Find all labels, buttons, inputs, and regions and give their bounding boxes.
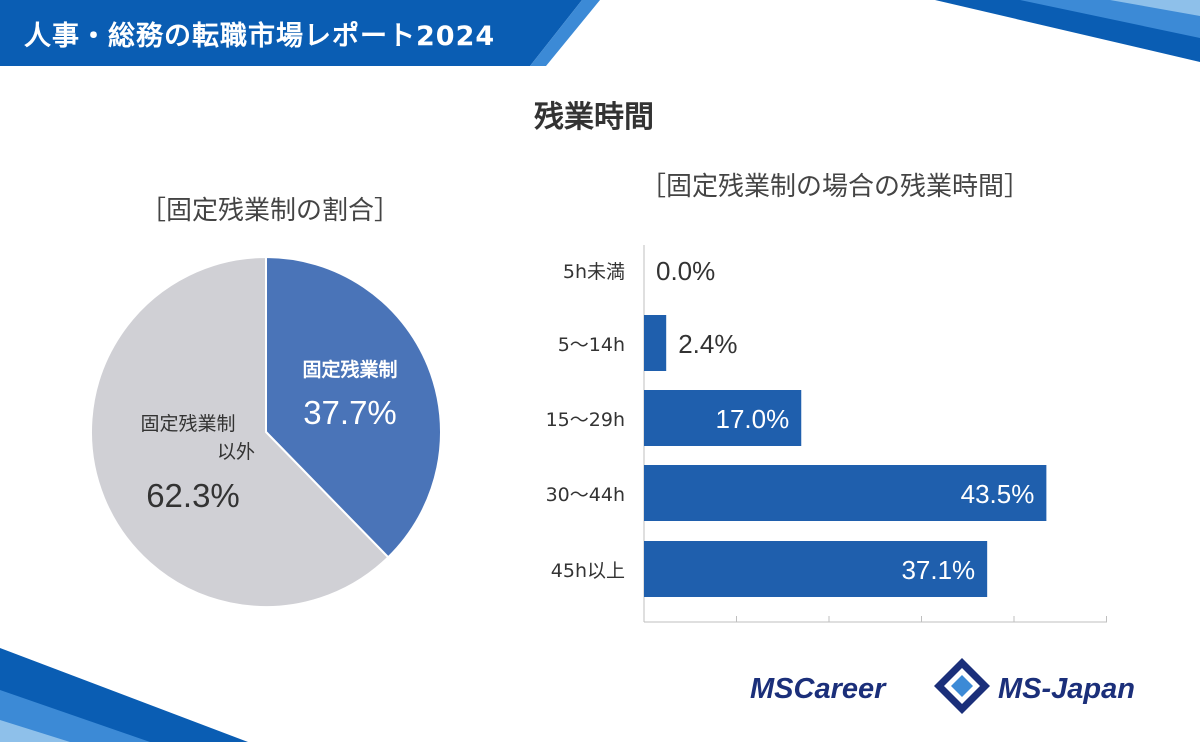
pie-slice xyxy=(90,255,390,608)
pie-slice-value: 37.7% xyxy=(303,394,397,431)
bar xyxy=(644,315,667,371)
bar-category-label: 30～44h xyxy=(546,484,625,506)
bar-chart-title: ［固定残業制の場合の残業時間］ xyxy=(639,172,1030,202)
pie-slice-value: 62.3% xyxy=(146,477,240,514)
header-accent-stripe xyxy=(530,0,600,66)
section-title: 残業時間 xyxy=(534,100,654,135)
report-title: 人事・総務の転職市場レポート2024 xyxy=(24,21,496,52)
pie-slice-label: 固定残業制 xyxy=(302,358,397,381)
bottom-left-stripe-3 xyxy=(0,720,70,742)
bar-category-label: 5h未満 xyxy=(563,261,625,283)
bar xyxy=(644,390,802,446)
bar-category-label: 45h以上 xyxy=(551,560,625,582)
bar-value-label: 17.0% xyxy=(716,404,790,434)
ms-japan-diamond-icon xyxy=(934,658,990,714)
top-right-stripe-3 xyxy=(1110,0,1200,16)
top-right-stripe-2 xyxy=(1020,0,1200,38)
bar xyxy=(644,541,988,597)
mscareer-logo-text: MSCareer xyxy=(750,673,887,705)
bar-value-label: 2.4% xyxy=(678,329,737,359)
bar-value-label: 0.0% xyxy=(656,256,715,286)
bar-category-label: 5～14h xyxy=(558,334,625,356)
bar xyxy=(644,465,1047,521)
bar-category-label: 15～29h xyxy=(546,409,625,431)
bottom-left-stripe-2 xyxy=(0,690,150,742)
brand-logos: MSCareer MS-Japan xyxy=(750,658,1135,714)
pie-chart-title: ［固定残業制の割合］ xyxy=(139,196,400,226)
bar-value-label: 37.1% xyxy=(901,555,975,585)
pie-slice-label: 固定残業制以外 xyxy=(140,413,255,463)
bar-value-label: 43.5% xyxy=(961,479,1035,509)
pie-slice xyxy=(265,255,442,559)
header-band xyxy=(0,0,582,66)
ms-japan-logo-text: MS-Japan xyxy=(998,673,1135,705)
